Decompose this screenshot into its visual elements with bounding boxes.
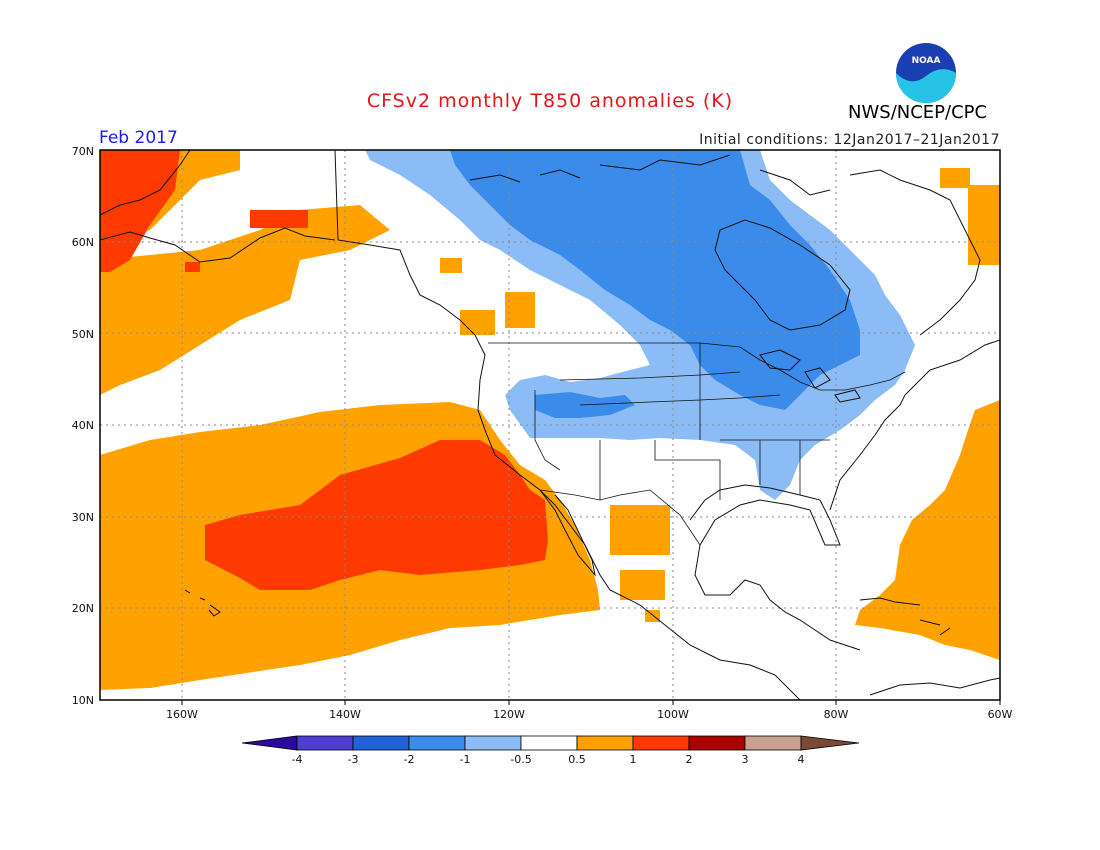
colorbar-arrow-high <box>800 735 860 751</box>
colorbar-label: 0.5 <box>568 753 586 766</box>
colorbar-segment <box>632 735 690 751</box>
anomaly-medium-negative-canada <box>450 150 860 410</box>
anomaly-positive-greenland <box>940 168 970 188</box>
anomaly-positive-wa <box>440 258 462 273</box>
lat-label: 10N <box>72 694 94 707</box>
lat-labels: 70N 60N 50N 40N 30N 20N 10N <box>72 145 94 707</box>
initial-conditions: Initial conditions: 12Jan2017–21Jan2017 <box>699 132 1000 148</box>
colorbar-segment <box>352 735 410 751</box>
lat-label: 60N <box>72 236 94 249</box>
anomaly-positive-bc <box>505 292 535 328</box>
colorbar-label: -0.5 <box>510 753 531 766</box>
colorbar-label: -1 <box>460 753 471 766</box>
anomaly-strong-positive-pacific <box>205 440 548 590</box>
lat-label: 30N <box>72 511 94 524</box>
lon-label: 120W <box>493 708 525 721</box>
lat-label: 20N <box>72 602 94 615</box>
noaa-logo: NOAA <box>896 43 956 103</box>
colorbar-label: -4 <box>292 753 303 766</box>
lon-labels: 160W 140W 120W 100W 80W 60W <box>166 708 1012 721</box>
anomaly-strong-positive-aleutian <box>185 262 200 272</box>
colorbar-label: 2 <box>686 753 693 766</box>
lat-grid <box>100 241 1000 609</box>
anomaly-positive-labrador <box>968 185 1000 265</box>
coastlines <box>100 150 1000 700</box>
lat-label: 70N <box>72 145 94 158</box>
colorbar-label: -3 <box>348 753 359 766</box>
anomaly-positive-atlantic <box>855 400 1000 660</box>
colorbar-label: 4 <box>798 753 805 766</box>
chart-title: CFSv2 monthly T850 anomalies (K) <box>366 90 734 112</box>
anomaly-strong-positive-gulf <box>250 210 308 228</box>
agency-label: NWS/NCEP/CPC <box>848 102 988 123</box>
lon-label: 140W <box>329 708 361 721</box>
colorbar: -4 -3 -2 -1 -0.5 0.5 1 2 3 4 <box>241 735 860 766</box>
lat-label: 50N <box>72 328 94 341</box>
colorbar-segment <box>744 735 802 751</box>
anomaly-positive-bc2 <box>460 310 495 335</box>
anomaly-positive-mexico <box>610 505 670 555</box>
lon-label: 60W <box>988 708 1013 721</box>
lon-label: 100W <box>657 708 689 721</box>
colorbar-label: -2 <box>404 753 415 766</box>
lat-label: 40N <box>72 419 94 432</box>
colorbar-label: 3 <box>742 753 749 766</box>
colorbar-segment <box>520 735 578 751</box>
colorbar-label: 1 <box>630 753 637 766</box>
lon-label: 80W <box>824 708 849 721</box>
colorbar-segment <box>296 735 354 751</box>
colorbar-arrow-low <box>241 735 298 751</box>
colorbar-segment <box>688 735 746 751</box>
axis-ticks <box>181 700 1001 705</box>
lon-label: 160W <box>166 708 198 721</box>
forecast-month: Feb 2017 <box>99 128 178 148</box>
anomaly-positive-mexico3 <box>645 610 660 622</box>
colorbar-segment <box>464 735 522 751</box>
colorbar-segment <box>576 735 634 751</box>
borders <box>488 342 906 546</box>
colorbar-segment <box>408 735 466 751</box>
anomaly-positive-mexico2 <box>620 570 665 600</box>
anomaly-positive-northpacific <box>100 205 390 395</box>
lon-grid <box>181 150 837 700</box>
svg-text:NOAA: NOAA <box>912 56 941 66</box>
